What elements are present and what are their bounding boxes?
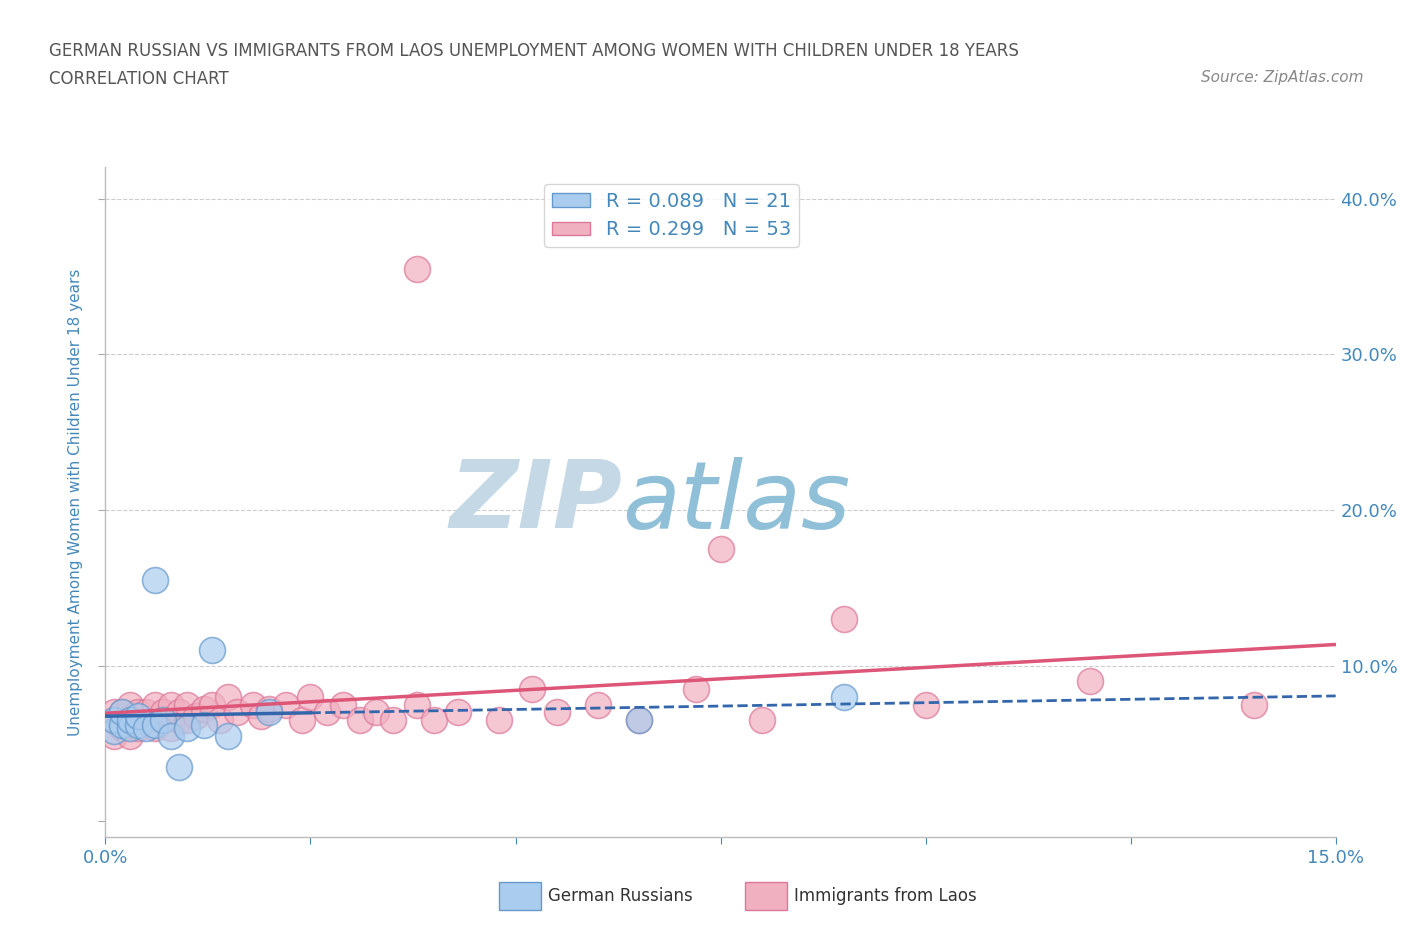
Text: German Russians: German Russians: [548, 886, 693, 905]
Text: ZIP: ZIP: [450, 457, 621, 548]
Point: [546, 705, 568, 720]
Point: [152, 712, 174, 727]
Point: [135, 721, 157, 736]
Point: [406, 261, 429, 276]
Point: [627, 712, 650, 727]
Point: [127, 717, 149, 732]
Point: [406, 698, 429, 712]
Point: [914, 698, 936, 712]
Point: [201, 643, 224, 658]
Point: [135, 705, 157, 720]
Point: [120, 712, 141, 727]
Point: [120, 721, 141, 736]
Point: [299, 689, 322, 704]
Text: GERMAN RUSSIAN VS IMMIGRANTS FROM LAOS UNEMPLOYMENT AMONG WOMEN WITH CHILDREN UN: GERMAN RUSSIAN VS IMMIGRANTS FROM LAOS U…: [49, 42, 1019, 60]
Point: [1078, 674, 1101, 689]
Point: [209, 712, 232, 727]
Point: [710, 541, 733, 556]
Point: [169, 712, 191, 727]
Point: [169, 760, 191, 775]
Point: [381, 712, 404, 727]
Point: [250, 708, 273, 723]
Point: [152, 712, 174, 727]
Point: [218, 689, 240, 704]
Point: [111, 717, 134, 732]
Legend: R = 0.089   N = 21, R = 0.299   N = 53: R = 0.089 N = 21, R = 0.299 N = 53: [544, 184, 799, 247]
Point: [520, 682, 543, 697]
Point: [135, 712, 157, 727]
Point: [218, 728, 240, 743]
Text: Source: ZipAtlas.com: Source: ZipAtlas.com: [1201, 70, 1364, 85]
Point: [259, 705, 281, 720]
Point: [225, 705, 247, 720]
Point: [349, 712, 371, 727]
Point: [111, 705, 134, 720]
Point: [316, 705, 339, 720]
Point: [422, 712, 444, 727]
Point: [143, 721, 166, 736]
Point: [176, 712, 198, 727]
Point: [120, 728, 141, 743]
Point: [127, 721, 149, 736]
Point: [201, 698, 224, 712]
Point: [832, 689, 855, 704]
Text: atlas: atlas: [621, 457, 851, 548]
Point: [120, 698, 141, 712]
Point: [169, 705, 191, 720]
Text: Immigrants from Laos: Immigrants from Laos: [794, 886, 977, 905]
Point: [127, 705, 149, 720]
Point: [193, 717, 215, 732]
Text: CORRELATION CHART: CORRELATION CHART: [49, 70, 229, 87]
Point: [291, 712, 314, 727]
Point: [586, 698, 609, 712]
Point: [184, 708, 207, 723]
Y-axis label: Unemployment Among Women with Children Under 18 years: Unemployment Among Women with Children U…: [67, 269, 83, 736]
Point: [751, 712, 773, 727]
Point: [160, 721, 183, 736]
Point: [176, 698, 198, 712]
Point: [832, 612, 855, 627]
Point: [103, 705, 125, 720]
Point: [103, 712, 125, 727]
Point: [447, 705, 470, 720]
Point: [332, 698, 354, 712]
Point: [160, 728, 183, 743]
Point: [143, 573, 166, 588]
Point: [143, 698, 166, 712]
Point: [259, 702, 281, 717]
Point: [143, 717, 166, 732]
Point: [103, 728, 125, 743]
Point: [627, 712, 650, 727]
Point: [242, 698, 264, 712]
Point: [1243, 698, 1265, 712]
Point: [111, 705, 134, 720]
Point: [685, 682, 707, 697]
Point: [488, 712, 510, 727]
Point: [127, 708, 149, 723]
Point: [111, 721, 134, 736]
Point: [176, 721, 198, 736]
Point: [103, 712, 125, 727]
Point: [160, 698, 183, 712]
Point: [366, 705, 388, 720]
Point: [120, 712, 141, 727]
Point: [103, 724, 125, 738]
Point: [274, 698, 297, 712]
Point: [193, 702, 215, 717]
Point: [152, 705, 174, 720]
